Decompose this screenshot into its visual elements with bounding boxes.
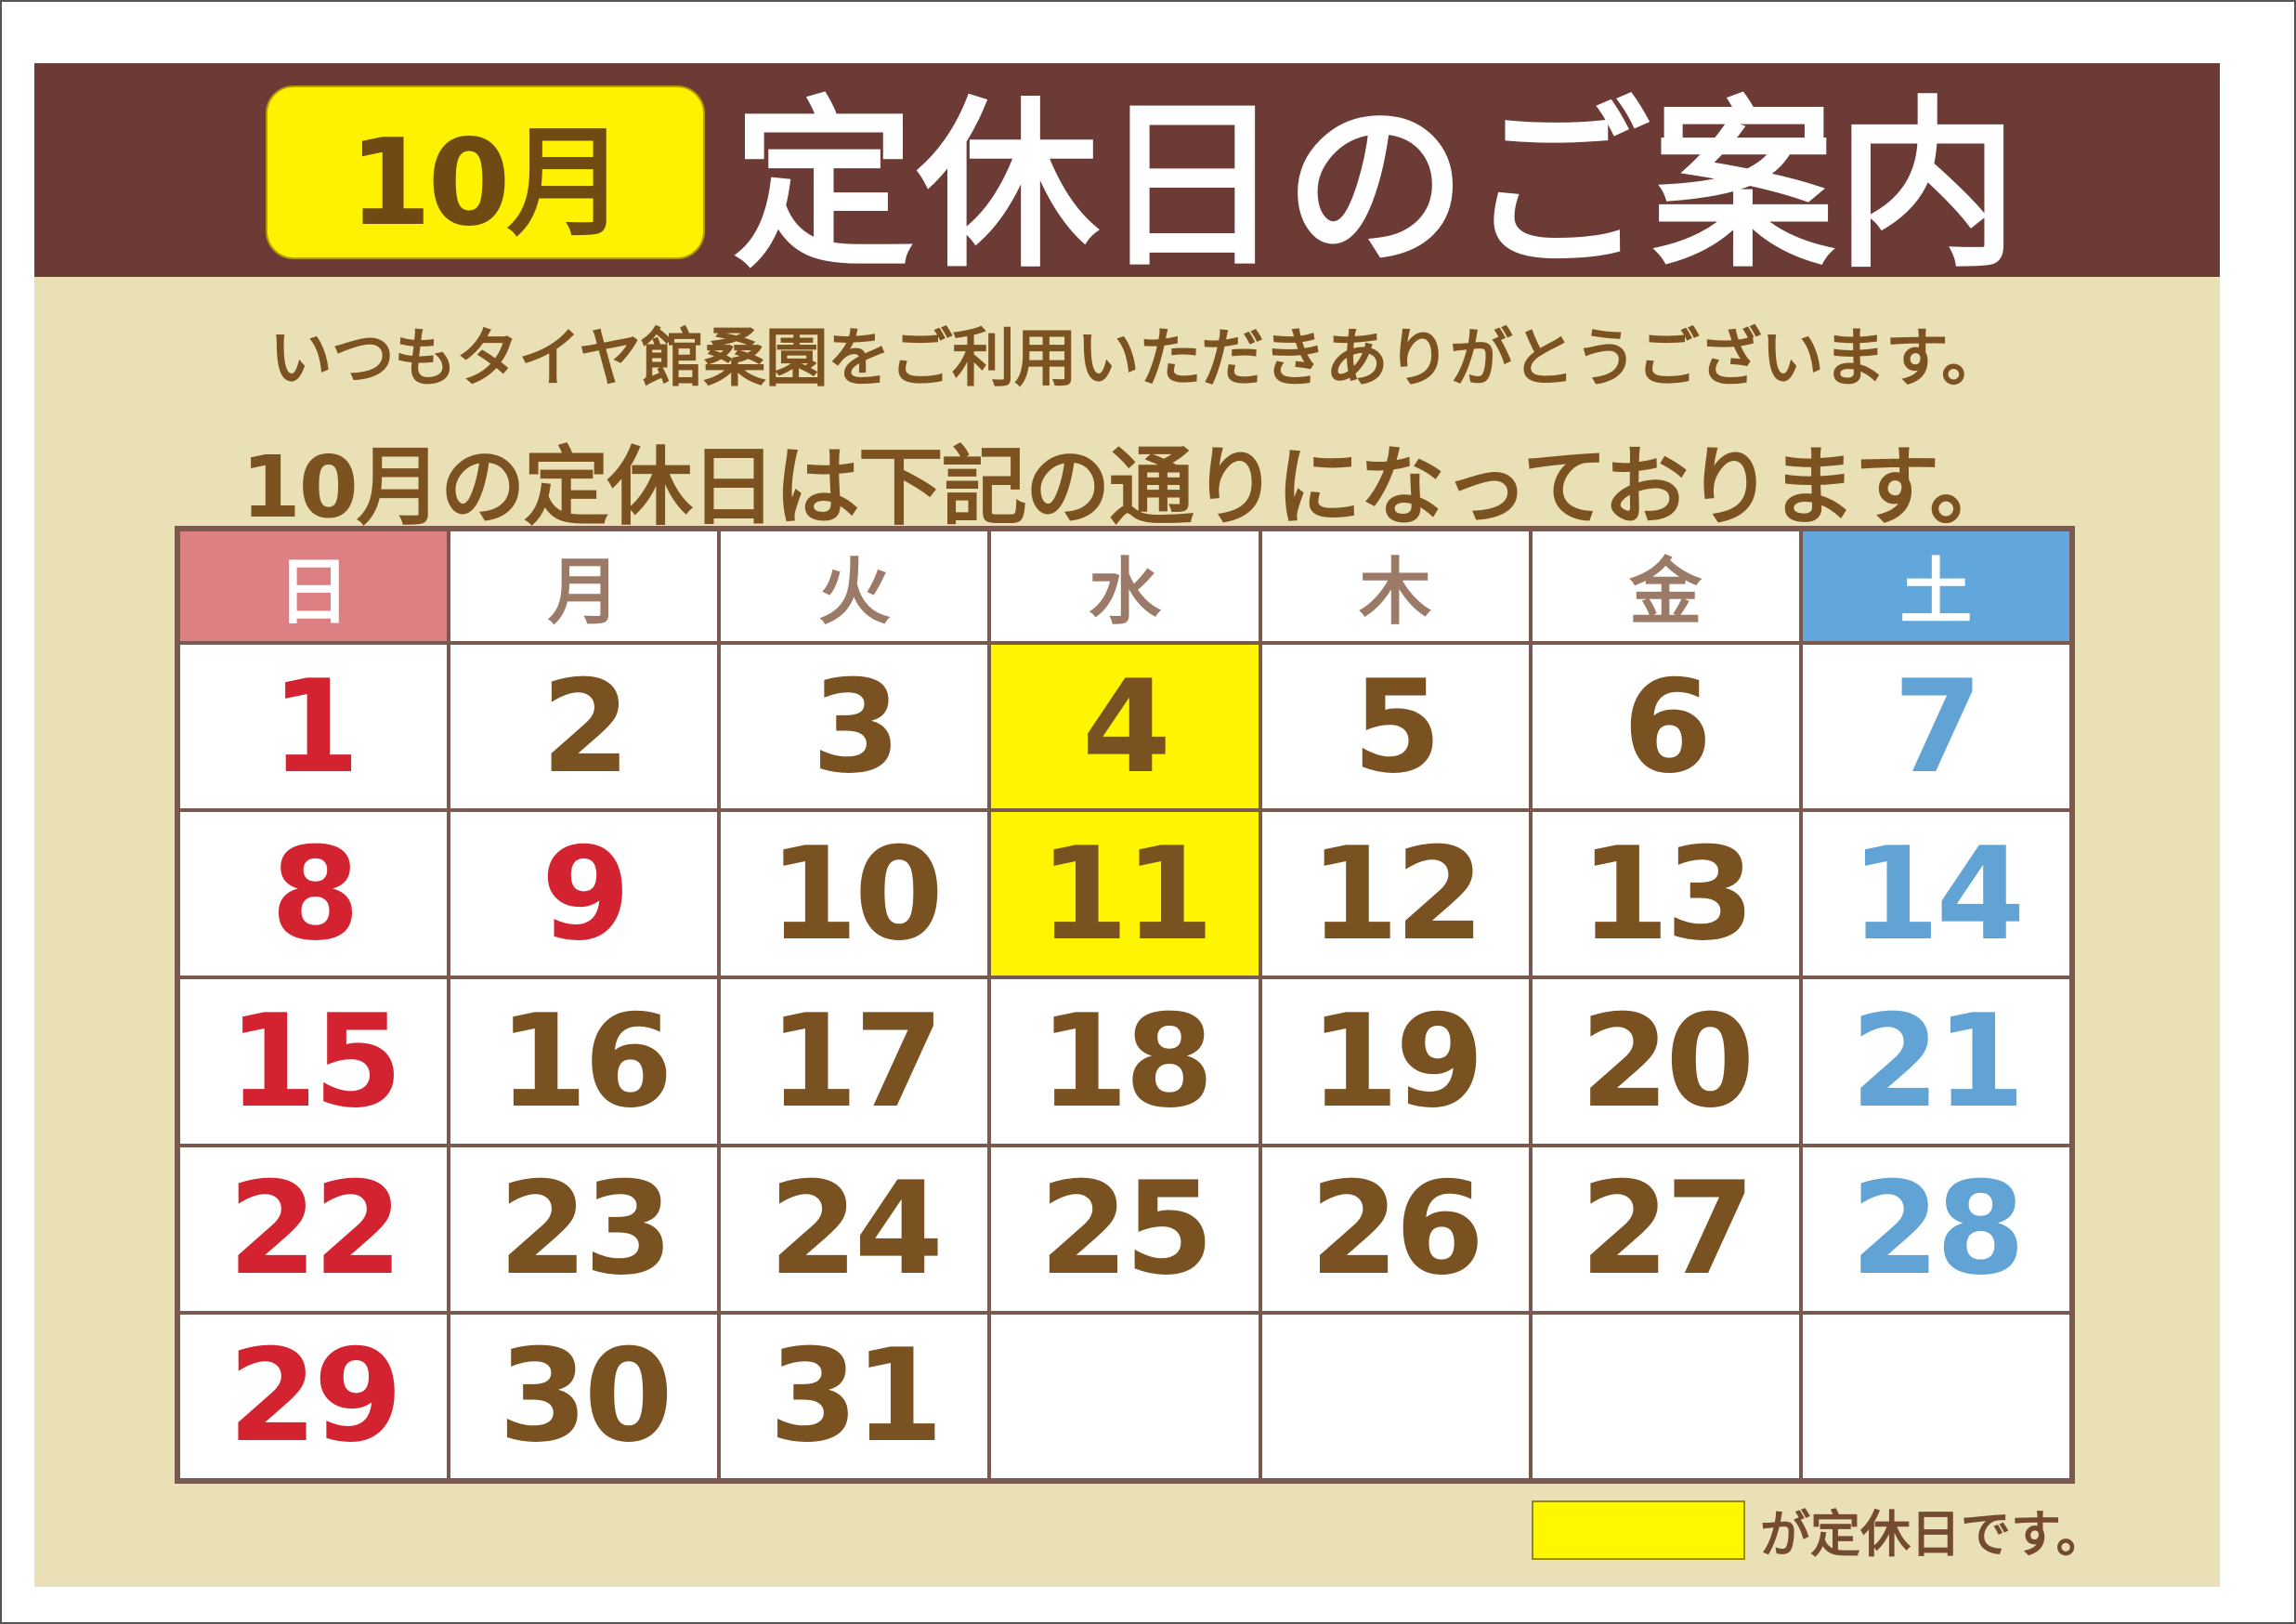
calendar-day: 27 — [1532, 1146, 1799, 1311]
calendar-day: 13 — [1532, 812, 1799, 976]
legend: が定休日です。 — [1532, 1493, 2107, 1566]
calendar-day: 12 — [1261, 812, 1529, 976]
weekday-header: 日 — [180, 531, 448, 641]
calendar-day: 17 — [721, 979, 988, 1144]
month-badge: 10月 — [266, 85, 705, 259]
calendar-empty-cell — [1802, 1314, 2069, 1478]
calendar-day: 9 — [450, 812, 718, 976]
calendar-day: 16 — [450, 979, 718, 1144]
calendar-day: 25 — [991, 1146, 1259, 1311]
calendar-day: 26 — [1261, 1146, 1529, 1311]
calendar-day: 7 — [1802, 645, 2069, 809]
page-title: 定休日のご案内 — [733, 80, 2021, 293]
calendar-day: 1 — [180, 645, 448, 809]
calendar-day: 19 — [1261, 979, 1529, 1144]
legend-swatch — [1532, 1500, 1745, 1560]
weekday-header: 火 — [721, 531, 988, 641]
calendar-empty-cell — [1261, 1314, 1529, 1478]
calendar-day: 14 — [1802, 812, 2069, 976]
calendar-day: 20 — [1532, 979, 1799, 1144]
calendar-day: 6 — [1532, 645, 1799, 809]
header-band: 10月 定休日のご案内 — [34, 63, 2220, 293]
calendar-empty-cell — [1532, 1314, 1799, 1478]
notice-text: 10月の定休日は下記の通りになっております。 — [241, 438, 2015, 537]
weekday-header: 木 — [1261, 531, 1529, 641]
weekday-header: 金 — [1532, 531, 1799, 641]
calendar-day: 30 — [450, 1314, 718, 1478]
calendar-day: 11 — [991, 812, 1259, 976]
calendar-day: 28 — [1802, 1146, 2069, 1311]
weekday-header: 土 — [1802, 531, 2069, 641]
calendar-day: 24 — [721, 1146, 988, 1311]
legend-text: が定休日です。 — [1760, 1505, 2107, 1564]
calendar-day: 10 — [721, 812, 988, 976]
calendar-empty-cell — [991, 1314, 1259, 1478]
calendar-day: 22 — [180, 1146, 448, 1311]
calendar-day: 29 — [180, 1314, 448, 1478]
calendar-day: 4 — [991, 645, 1259, 809]
calendar-day: 2 — [450, 645, 718, 809]
poster: 10月 定休日のご案内 いつもタイヤ館桑園をご利用いただきありがとうございます。… — [34, 63, 2220, 1587]
weekday-header: 月 — [450, 531, 718, 641]
calendar-day: 5 — [1261, 645, 1529, 809]
calendar-day: 31 — [721, 1314, 988, 1478]
weekday-header: 水 — [991, 531, 1259, 641]
calendar-grid: 日月火水木金土 1 2 3 4 5 6 7 8 9 10 11 12 13 14 15 16 17 18 19 20 21… — [175, 526, 2075, 1484]
calendar-day: 23 — [450, 1146, 718, 1311]
calendar-day: 21 — [1802, 979, 2069, 1144]
greeting-text: いつもタイヤ館桑園をご利用いただきありがとうございます。 — [268, 322, 2004, 396]
calendar-day: 8 — [180, 812, 448, 976]
calendar-day: 18 — [991, 979, 1259, 1144]
calendar-day: 3 — [721, 645, 988, 809]
calendar-day: 15 — [180, 979, 448, 1144]
